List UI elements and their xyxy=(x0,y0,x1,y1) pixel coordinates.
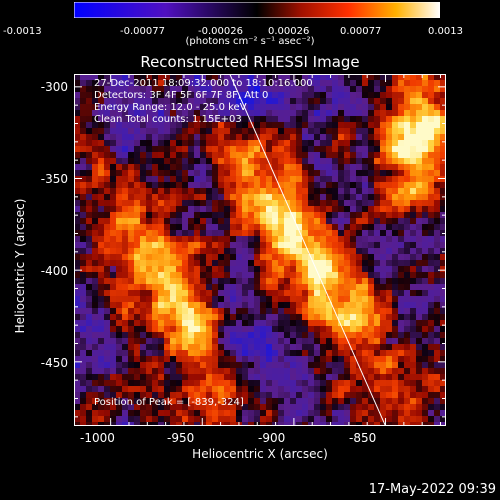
x-axis-label: Heliocentric X (arcsec) xyxy=(192,447,328,461)
y-tick-label: -400 xyxy=(40,264,68,278)
info-detectors: Detectors: 3F 4F 5F 6F 7F 8F, Att 0 xyxy=(94,90,269,101)
info-energy-range: Energy Range: 12.0 - 25.0 keV xyxy=(94,102,247,113)
plot-frame xyxy=(74,74,446,426)
y-tick-label: -300 xyxy=(40,80,68,94)
heatmap-cells xyxy=(74,74,446,426)
x-tick-label: -950 xyxy=(167,431,195,445)
colorbar-tick-label: -0.0013 xyxy=(3,26,42,37)
info-clean-counts: Clean Total counts: 1.15E+03 xyxy=(94,114,242,125)
x-tick-label: -850 xyxy=(349,431,377,445)
solar-limb-line xyxy=(229,74,386,426)
x-tick-label: -1000 xyxy=(80,431,115,445)
colorbar xyxy=(74,2,440,18)
colorbar-tick-label: -0.00026 xyxy=(198,26,243,37)
plot-title: Reconstructed RHESSI Image xyxy=(140,53,360,71)
datestamp: 17-May-2022 09:39 xyxy=(368,482,496,497)
colorbar-tick-label: -0.00077 xyxy=(120,26,165,37)
colorbar-tick-label: 0.00026 xyxy=(268,26,310,37)
axis-ticks xyxy=(74,74,446,426)
peak-position-label: Position of Peak = [-839,-324] xyxy=(94,397,244,408)
colorbar-tick-label: 0.00077 xyxy=(340,26,382,37)
y-tick-label: -450 xyxy=(40,356,68,370)
colorbar-tick-label: 0.0013 xyxy=(428,26,463,37)
info-time-range: 27-Dec-2011 18:09:32.000 to 18:10:16.000 xyxy=(94,78,313,89)
x-tick-label: -900 xyxy=(258,431,286,445)
heatmap-plot xyxy=(74,74,446,426)
y-axis-label: Heliocentric Y (arcsec) xyxy=(13,198,27,334)
colorbar-units: (photons cm⁻² s⁻¹ asec⁻²) xyxy=(185,36,315,47)
y-tick-label: -350 xyxy=(40,172,68,186)
